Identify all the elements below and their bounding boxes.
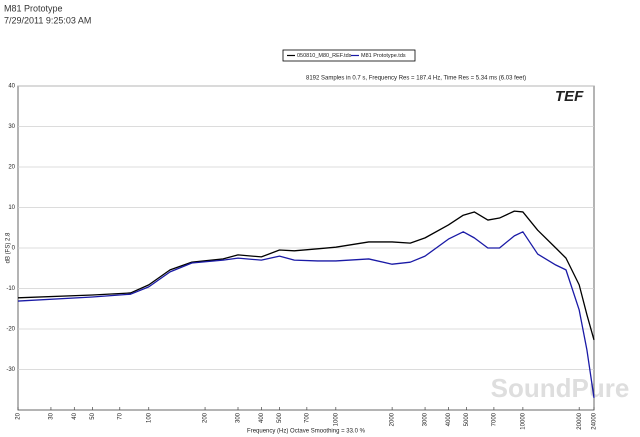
x-tick-label: 7000 bbox=[491, 412, 497, 426]
x-tick-label: 50 bbox=[90, 412, 96, 419]
y-tick-label: -10 bbox=[6, 286, 15, 292]
x-tick-label: 20 bbox=[16, 412, 22, 419]
x-tick-label: 3000 bbox=[423, 412, 429, 426]
header-title: M81 Prototype bbox=[4, 3, 63, 13]
y-tick-label: 0 bbox=[12, 246, 16, 252]
x-tick-label: 1000 bbox=[333, 412, 339, 426]
y-axis-label: dB (FS) 2.8 bbox=[6, 232, 12, 263]
x-tick-label: 20000 bbox=[577, 412, 583, 429]
x-tick-label: 40 bbox=[72, 412, 78, 419]
x-tick-label: 5000 bbox=[464, 412, 470, 426]
watermark: SoundPure bbox=[491, 373, 630, 403]
x-tick-label: 70 bbox=[117, 412, 123, 419]
header-timestamp: 7/29/2011 9:25:03 AM bbox=[4, 15, 91, 25]
x-tick-label: 24000 bbox=[592, 412, 598, 429]
y-tick-label: 10 bbox=[8, 205, 15, 211]
y-tick-label: -20 bbox=[6, 327, 15, 333]
logo: TEF bbox=[555, 88, 584, 105]
x-tick-label: 4000 bbox=[446, 412, 452, 426]
series-line bbox=[17, 210, 595, 341]
legend-box bbox=[282, 49, 416, 62]
x-tick-label: 300 bbox=[236, 412, 242, 423]
y-tick-label: 30 bbox=[8, 124, 15, 130]
legend-label: 050810_M80_REF.tds bbox=[297, 53, 352, 59]
x-tick-label: 100 bbox=[146, 412, 152, 423]
chart-subtitle: 8192 Samples in 0.7 s, Frequency Res = 1… bbox=[306, 76, 526, 82]
x-axis-label: Frequency (Hz) Octave Smoothing = 33.0 % bbox=[247, 429, 366, 435]
y-tick-label: -30 bbox=[6, 367, 15, 373]
x-tick-label: 30 bbox=[49, 412, 55, 419]
legend-label: M81 Prototype.tds bbox=[361, 53, 406, 59]
series-line bbox=[17, 231, 595, 398]
x-tick-label: 700 bbox=[304, 412, 310, 423]
x-tick-label: 400 bbox=[259, 412, 265, 423]
y-tick-label: 40 bbox=[8, 84, 15, 90]
x-tick-label: 2000 bbox=[390, 412, 396, 426]
x-tick-label: 200 bbox=[203, 412, 209, 423]
x-tick-label: 500 bbox=[277, 412, 283, 423]
x-tick-label: 10000 bbox=[520, 412, 526, 429]
y-tick-label: 20 bbox=[8, 165, 15, 171]
